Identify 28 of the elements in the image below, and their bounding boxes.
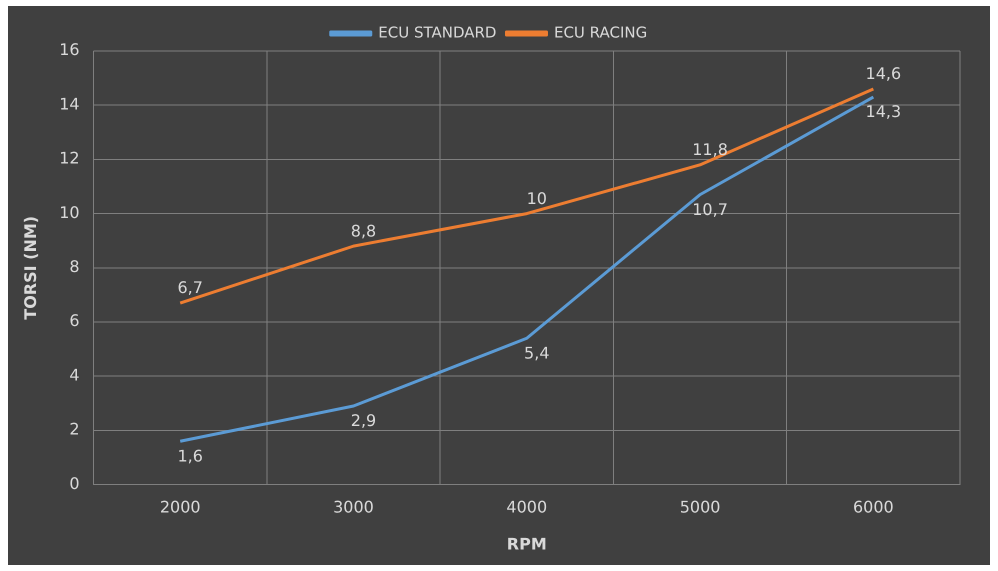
data-label: 2,9: [350, 411, 376, 430]
x-tick-label: 6000: [852, 497, 894, 516]
y-tick-label: 12: [59, 148, 80, 168]
data-label: 14,3: [866, 102, 902, 122]
x-tick-label: 2000: [160, 497, 201, 516]
data-label: 5,4: [524, 343, 550, 362]
x-tick-label: 3000: [333, 497, 374, 516]
y-tick-label: 0: [69, 474, 80, 493]
y-tick-label: 6: [69, 311, 80, 330]
data-label: 10: [526, 188, 547, 208]
legend-label: ECU STANDARD: [378, 23, 496, 42]
legend-label: ECU RACING: [554, 23, 648, 42]
x-tick-label: 5000: [680, 497, 720, 516]
y-axis-title: TORSI (NM): [20, 216, 40, 320]
data-label: 10,7: [692, 200, 728, 219]
x-axis-title: RPM: [506, 534, 547, 554]
y-tick-label: 16: [59, 40, 80, 60]
data-label: 6,7: [177, 278, 203, 298]
y-tick-label: 10: [59, 202, 80, 222]
y-tick-label: 4: [69, 365, 80, 384]
y-tick-label: 2: [69, 420, 80, 439]
x-tick-label: 4000: [506, 497, 548, 516]
data-label: 14,6: [866, 64, 902, 84]
data-label: 11,8: [692, 140, 728, 159]
data-label: 8,8: [350, 221, 376, 240]
data-label: 1,6: [177, 446, 203, 466]
y-tick-label: 14: [59, 94, 80, 114]
y-tick-label: 8: [69, 256, 80, 276]
